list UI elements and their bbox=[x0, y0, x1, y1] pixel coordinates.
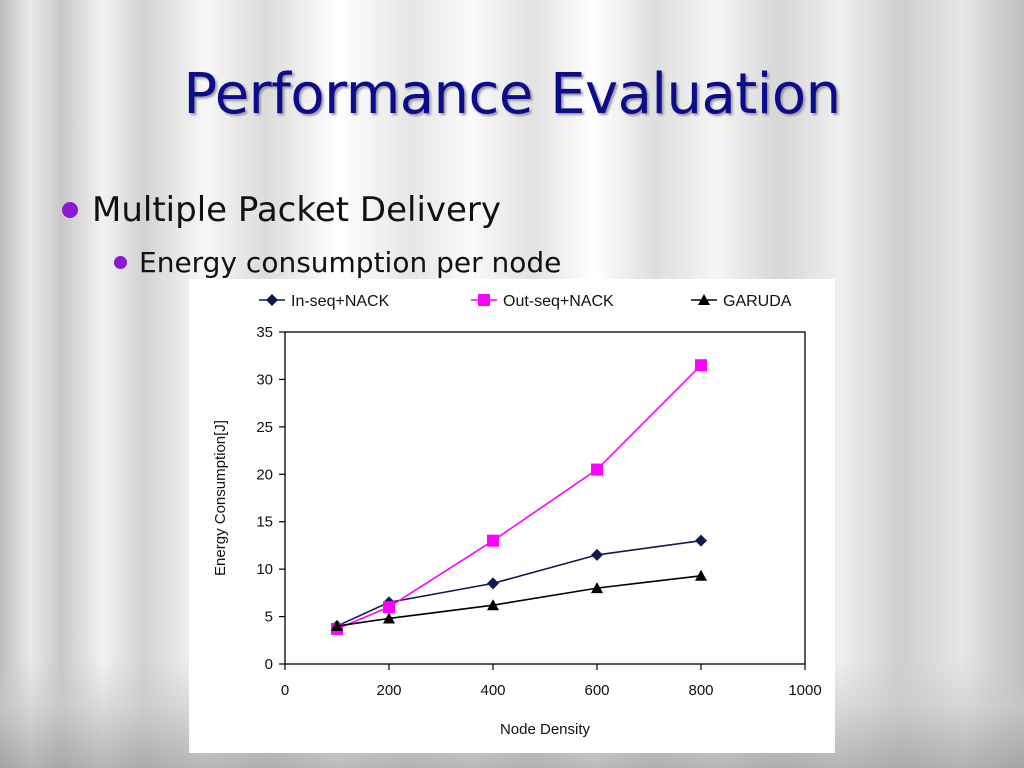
data-point-out-seq-nack bbox=[487, 534, 499, 547]
data-point-out-seq-nack bbox=[383, 601, 395, 614]
legend-label-garuda: GARUDA bbox=[723, 293, 792, 310]
y-tick-label: 35 bbox=[256, 324, 273, 341]
y-tick-label: 15 bbox=[256, 514, 273, 531]
y-axis-label: Energy Consumption[J] bbox=[212, 420, 229, 576]
y-tick-label: 10 bbox=[256, 561, 273, 578]
y-tick-label: 25 bbox=[256, 419, 273, 436]
data-point-in-seq-nack bbox=[695, 534, 707, 547]
x-tick-label: 400 bbox=[480, 682, 505, 699]
bullet-multiple-packet-delivery: Multiple Packet Delivery bbox=[62, 190, 501, 230]
bullet-dot-icon bbox=[62, 202, 78, 218]
legend-marker-in-seq-nack bbox=[266, 294, 278, 306]
slide-title: Performance Evaluation bbox=[183, 62, 841, 127]
sub-bullet-energy-consumption: Energy consumption per node bbox=[114, 246, 561, 279]
series-line-in-seq-nack bbox=[336, 539, 702, 627]
data-point-garuda bbox=[383, 612, 395, 624]
data-point-out-seq-nack bbox=[591, 463, 603, 476]
data-point-garuda bbox=[487, 599, 499, 611]
x-axis-label: Node Density bbox=[500, 721, 591, 738]
legend-marker-out-seq-nack bbox=[478, 294, 490, 306]
sub-bullet-text: Energy consumption per node bbox=[139, 246, 562, 279]
legend-label-in-seq-nack: In-seq+NACK bbox=[291, 293, 390, 310]
x-tick-label: 0 bbox=[281, 682, 289, 699]
energy-consumption-chart: 0 5 10 15 20 25 30 35 0 200 400 600 800 1000 Node Dens… bbox=[212, 293, 822, 738]
legend-label-out-seq-nack: Out-seq+NACK bbox=[503, 293, 614, 310]
y-tick-label: 30 bbox=[256, 371, 273, 388]
data-point-garuda bbox=[591, 582, 603, 594]
y-tick-label: 0 bbox=[265, 656, 273, 673]
y-tick-label: 5 bbox=[265, 609, 273, 626]
bullet-dot-icon bbox=[114, 256, 127, 269]
bullet-text: Multiple Packet Delivery bbox=[92, 190, 502, 230]
x-tick-label: 1000 bbox=[788, 682, 821, 699]
x-tick-label: 800 bbox=[688, 682, 713, 699]
plot-area-frame bbox=[284, 331, 806, 665]
chart-container: 0 5 10 15 20 25 30 35 0 200 400 600 800 1000 Node Dens… bbox=[189, 279, 835, 753]
legend-marker-garuda bbox=[698, 294, 710, 305]
data-point-garuda bbox=[695, 569, 707, 581]
series-line-out-seq-nack bbox=[336, 364, 702, 630]
y-tick-label: 20 bbox=[256, 466, 273, 483]
data-point-in-seq-nack bbox=[487, 577, 499, 590]
x-tick-label: 200 bbox=[376, 682, 401, 699]
x-tick-label: 600 bbox=[584, 682, 609, 699]
data-point-garuda bbox=[331, 620, 343, 632]
data-point-in-seq-nack bbox=[591, 548, 603, 561]
data-point-out-seq-nack bbox=[695, 359, 707, 372]
